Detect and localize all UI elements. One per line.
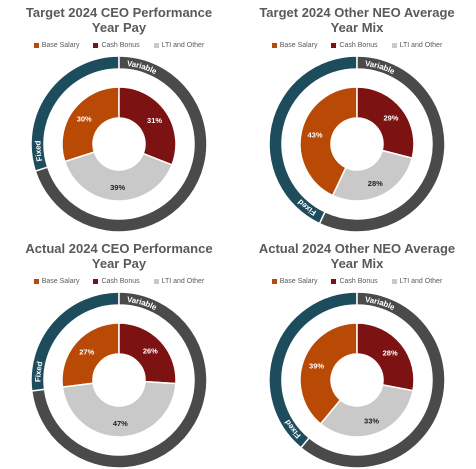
legend-item-cash-bonus: Cash Bonus [331, 39, 378, 51]
chart-title-line-1: Target 2024 CEO Performance [25, 5, 213, 20]
inner-slice-lti-and-other [319, 383, 414, 438]
inner-slice-cash-bonus [118, 322, 177, 385]
inner-slice-cash-bonus [118, 86, 177, 166]
legend-swatch-base-salary [271, 278, 277, 284]
inner-slice-base-salary [61, 322, 120, 388]
chart-panel-actual-neo: Actual 2024 Other NEO Average Year Mix B… [238, 236, 476, 469]
legend-label-base-salary: Base Salary [279, 41, 318, 49]
chart-legend: Base Salary Cash Bonus LTI and Other [0, 39, 238, 51]
legend-item-base-salary: Base Salary [271, 275, 318, 287]
inner-slice-lti-and-other [331, 149, 414, 202]
slice-data-label-base-salary: 30% [77, 115, 92, 124]
legend-label-cash-bonus: Cash Bonus [101, 41, 140, 49]
slice-data-label-base-salary: 39% [309, 361, 324, 370]
legend-label-lti-other: LTI and Other [161, 277, 205, 285]
legend-item-cash-bonus: Cash Bonus [93, 275, 140, 287]
outer-ring-variable [30, 291, 208, 469]
inner-slice-base-salary [299, 86, 358, 197]
slice-data-label-cash-bonus: 26% [143, 347, 158, 356]
slice-data-label-cash-bonus: 28% [383, 349, 398, 358]
chart-title: Target 2024 CEO Performance Year Pay [0, 5, 238, 35]
legend-item-lti-other: LTI and Other [391, 39, 443, 51]
legend-item-cash-bonus: Cash Bonus [331, 275, 378, 287]
chart-title: Actual 2024 CEO Performance Year Pay [0, 241, 238, 271]
legend-swatch-lti-other [153, 278, 159, 284]
legend-swatch-lti-other [153, 42, 159, 48]
inner-slice-base-salary [299, 322, 358, 425]
slice-data-label-lti-and-other: 33% [364, 416, 379, 425]
chart-title: Target 2024 Other NEO Average Year Mix [238, 5, 476, 35]
legend-label-base-salary: Base Salary [279, 277, 318, 285]
legend-swatch-lti-other [391, 278, 397, 284]
outer-ring-variable [34, 55, 208, 233]
chart-title-line-2: Year Pay [91, 20, 147, 35]
chart-title-line-1: Target 2024 Other NEO Average [259, 5, 455, 20]
outer-ring-label-fixed: Fixed [33, 140, 44, 162]
inner-slice-cash-bonus [356, 86, 415, 160]
slice-data-label-cash-bonus: 29% [383, 114, 398, 123]
chart-title: Actual 2024 Other NEO Average Year Mix [238, 241, 476, 271]
chart-title-line-2: Year Pay [91, 256, 147, 271]
legend-label-cash-bonus: Cash Bonus [339, 277, 378, 285]
inner-slice-base-salary [61, 86, 120, 163]
slice-data-label-lti-and-other: 47% [113, 419, 128, 428]
chart-title-line-1: Actual 2024 Other NEO Average [258, 241, 456, 256]
chart-title-line-1: Actual 2024 CEO Performance [25, 241, 213, 256]
outer-ring-variable [318, 55, 446, 233]
legend-swatch-cash-bonus [331, 42, 337, 48]
chart-legend: Base Salary Cash Bonus LTI and Other [238, 275, 476, 287]
legend-item-base-salary: Base Salary [271, 39, 318, 51]
outer-ring-variable [299, 291, 446, 469]
slice-data-label-lti-and-other: 39% [110, 183, 125, 192]
chart-legend: Base Salary Cash Bonus LTI and Other [0, 275, 238, 287]
legend-swatch-base-salary [33, 42, 39, 48]
outer-ring-label-fixed: Fixed [33, 360, 44, 382]
slice-data-label-cash-bonus: 31% [147, 116, 162, 125]
legend-item-lti-other: LTI and Other [391, 275, 443, 287]
chart-legend: Base Salary Cash Bonus LTI and Other [238, 39, 476, 51]
slice-data-label-base-salary: 27% [79, 348, 94, 357]
chart-title-line-2: Year Mix [330, 256, 384, 271]
chart-title-line-2: Year Mix [330, 20, 384, 35]
chart-panel-actual-ceo: Actual 2024 CEO Performance Year Pay Bas… [0, 236, 238, 469]
chart-panel-target-neo: Target 2024 Other NEO Average Year Mix B… [238, 0, 476, 234]
legend-swatch-cash-bonus [93, 278, 99, 284]
inner-slice-lti-and-other [61, 380, 177, 438]
legend-swatch-base-salary [33, 278, 39, 284]
legend-label-lti-other: LTI and Other [399, 277, 443, 285]
legend-label-lti-other: LTI and Other [161, 41, 205, 49]
slice-data-label-lti-and-other: 28% [368, 179, 383, 188]
slice-data-label-base-salary: 43% [308, 131, 323, 140]
legend-item-lti-other: LTI and Other [153, 39, 205, 51]
legend-label-base-salary: Base Salary [41, 277, 80, 285]
legend-item-lti-other: LTI and Other [153, 275, 205, 287]
legend-swatch-cash-bonus [93, 42, 99, 48]
legend-label-lti-other: LTI and Other [399, 41, 443, 49]
inner-slice-cash-bonus [356, 322, 415, 392]
chart-panel-target-ceo: Target 2024 CEO Performance Year Pay Bas… [0, 0, 238, 234]
legend-item-cash-bonus: Cash Bonus [93, 39, 140, 51]
legend-swatch-cash-bonus [331, 278, 337, 284]
legend-label-cash-bonus: Cash Bonus [339, 41, 378, 49]
legend-swatch-lti-other [391, 42, 397, 48]
legend-swatch-base-salary [271, 42, 277, 48]
legend-label-base-salary: Base Salary [41, 41, 80, 49]
legend-item-base-salary: Base Salary [33, 39, 80, 51]
legend-item-base-salary: Base Salary [33, 275, 80, 287]
legend-label-cash-bonus: Cash Bonus [101, 277, 140, 285]
inner-slice-lti-and-other [63, 151, 173, 202]
